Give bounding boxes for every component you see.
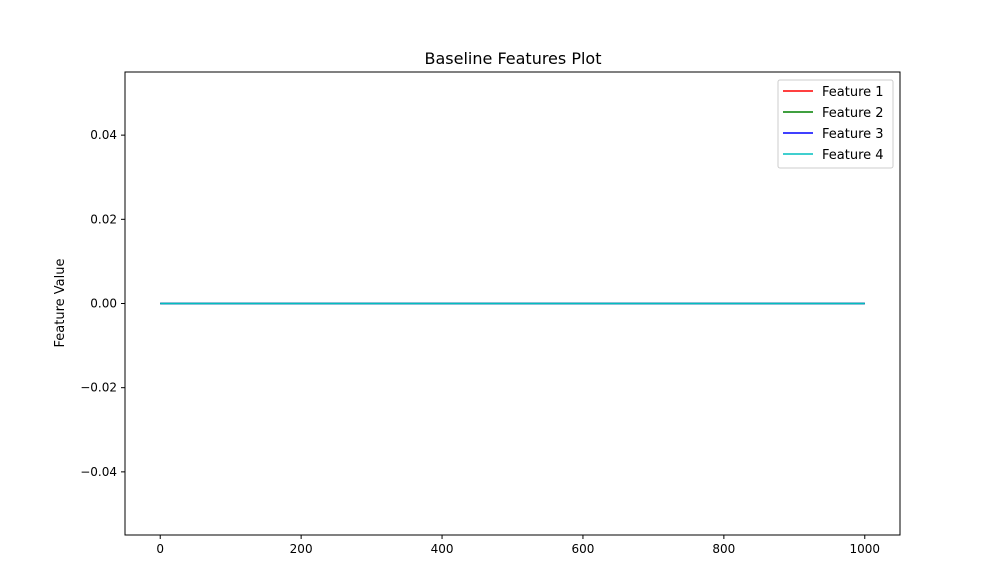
y-tick-label: 0.00: [90, 297, 117, 311]
legend-label-3: Feature 3: [822, 127, 884, 142]
y-tick-label: 0.02: [90, 212, 117, 226]
x-tick-label: 0: [156, 542, 164, 556]
x-tick-label: 200: [290, 542, 313, 556]
y-tick-label: −0.02: [80, 381, 117, 395]
x-tick-label: 400: [431, 542, 454, 556]
x-tick-label: 600: [572, 542, 595, 556]
y-tick-label: −0.04: [80, 465, 117, 479]
axes-layer: 0 200 400 600 800 1000 0.04 0.02 0.00 −0.02 −0.04: [80, 71, 901, 556]
legend-label-2: Feature 2: [822, 106, 884, 121]
y-axis-label: Feature Value: [53, 259, 68, 348]
x-tick-label: 1000: [849, 542, 880, 556]
y-tick-label: 0.04: [90, 128, 117, 142]
chart-title: Baseline Features Plot: [425, 49, 602, 68]
legend: Feature 1 Feature 2 Feature 3 Feature 4: [777, 79, 894, 169]
legend-box: [777, 79, 894, 169]
x-tick-label: 800: [712, 542, 735, 556]
legend-label-4: Feature 4: [822, 148, 884, 163]
legend-label-1: Feature 1: [822, 85, 884, 100]
